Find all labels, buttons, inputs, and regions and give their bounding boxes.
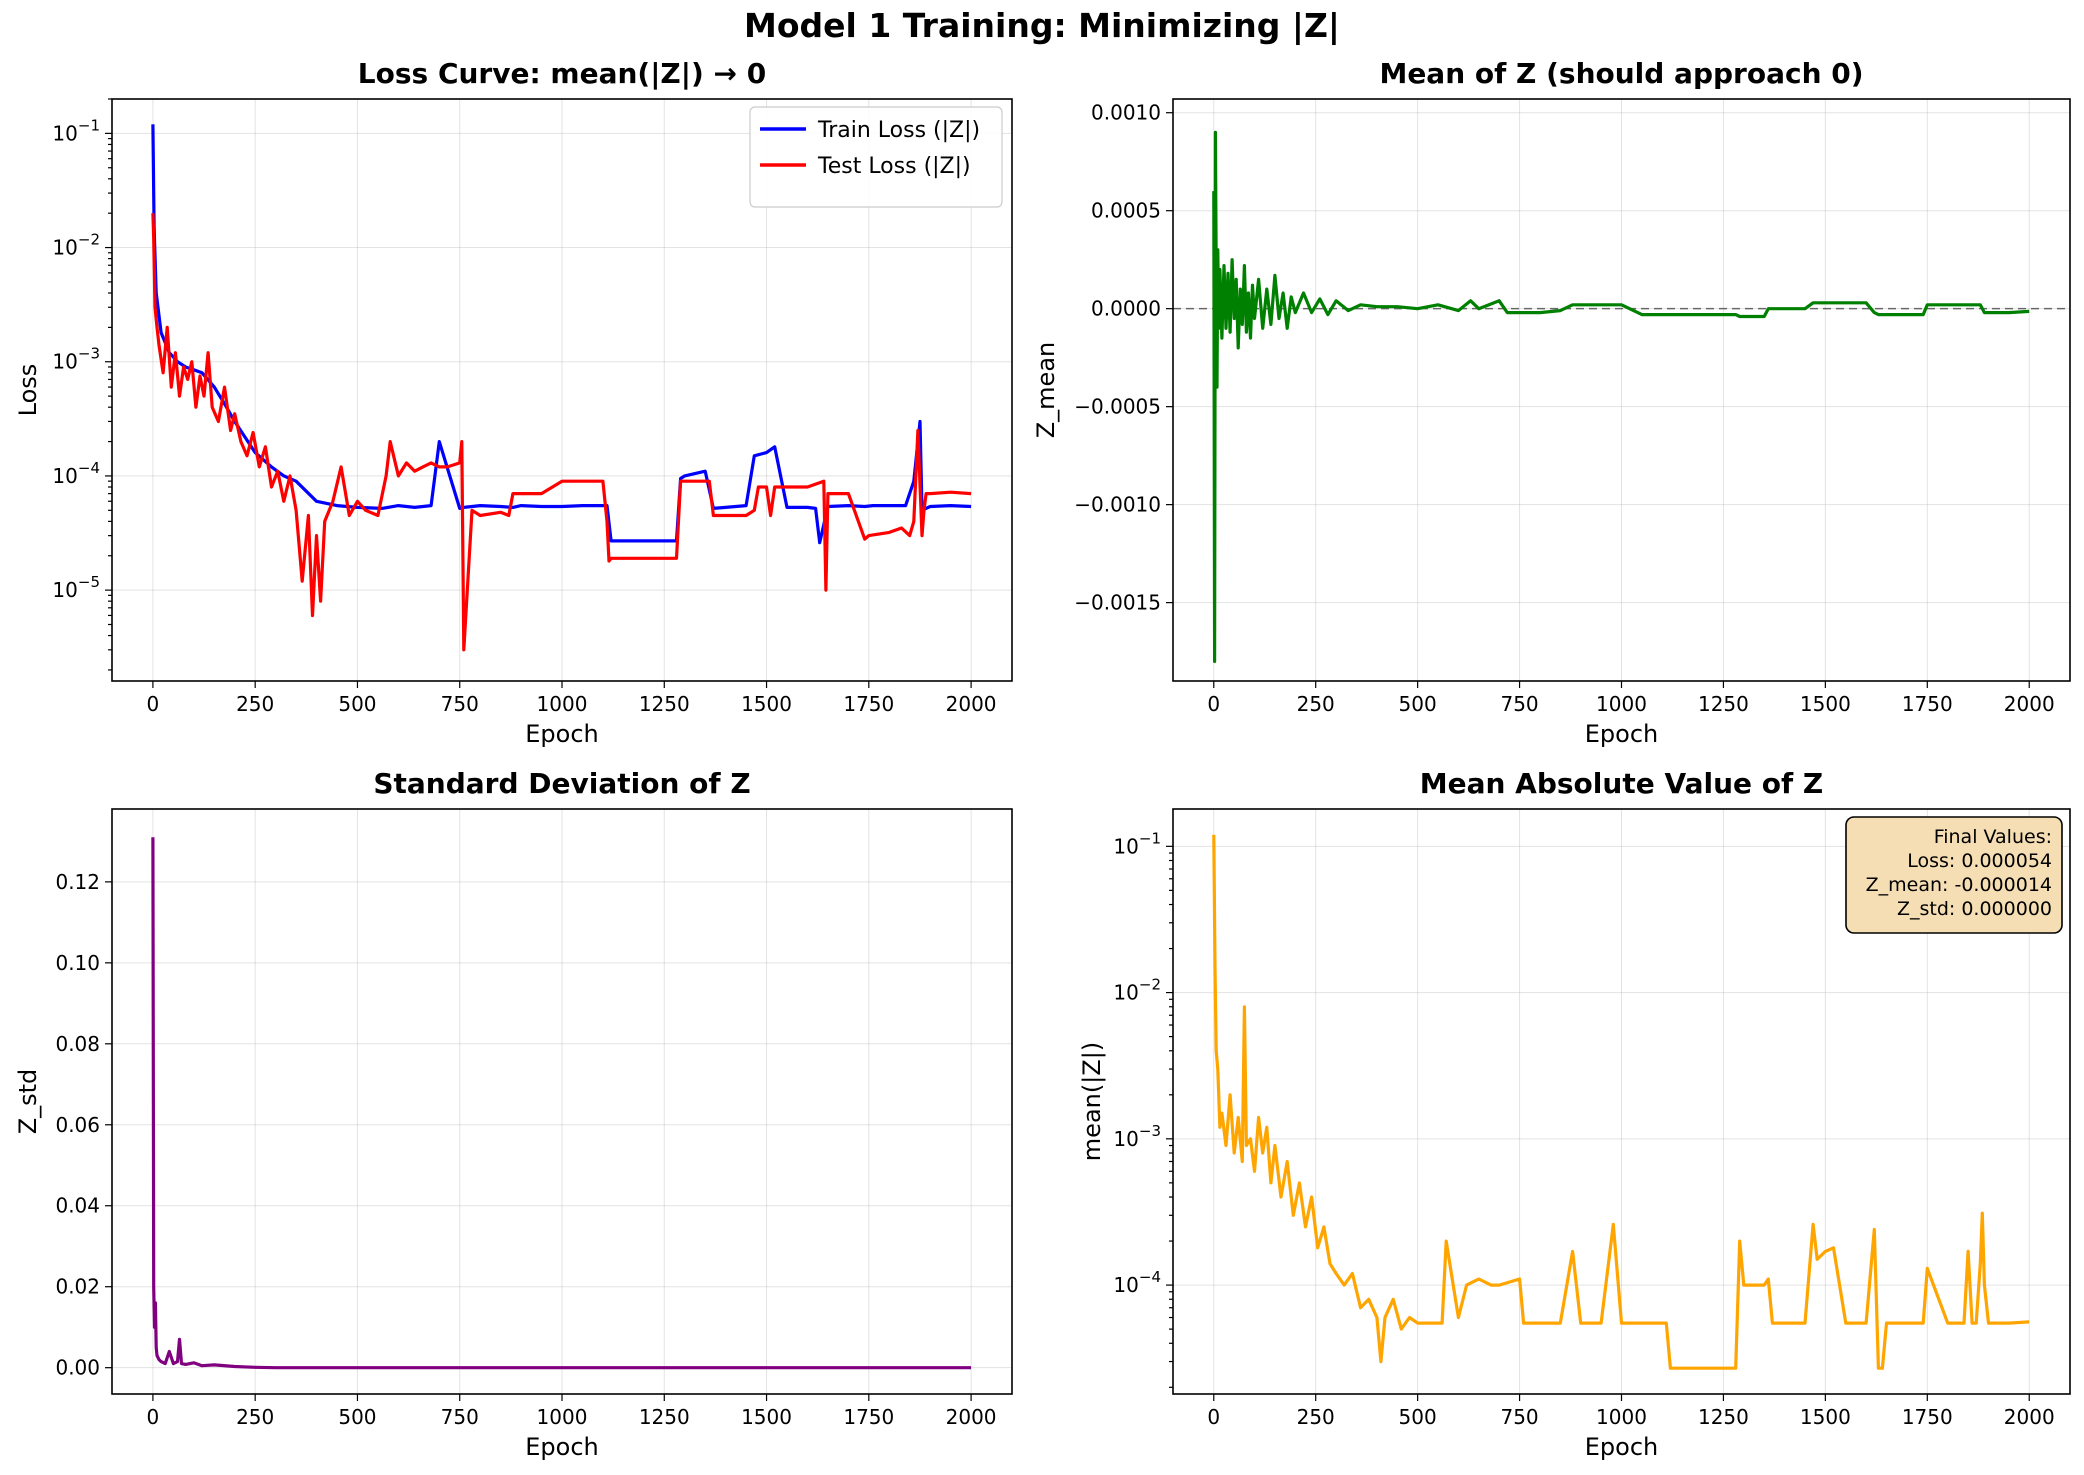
x-tick-label: 250 [1297, 692, 1335, 716]
y-tick-label: 0.08 [55, 1032, 100, 1056]
x-tick-label: 250 [1297, 1405, 1335, 1429]
y-axis-label: Z_std [14, 1069, 42, 1135]
x-axis-label: Epoch [1585, 720, 1659, 748]
y-axis-label: Z_mean [1032, 342, 1060, 439]
x-tick-label: 1250 [1698, 1405, 1749, 1429]
series-line-zmean [1212, 130, 2030, 664]
y-tick-label: 10−2 [52, 231, 100, 260]
annotation-line: Z_mean: -0.000014 [1866, 874, 2052, 896]
y-tick-label: 0.0005 [1091, 199, 1161, 223]
series-line-zabs [1212, 834, 2030, 1370]
x-tick-label: 1000 [1596, 1405, 1647, 1429]
panel-zabs: Mean Absolute Value of Z 0 250 500 750 1000 12… [1078, 767, 2071, 1461]
series-line-test [151, 213, 972, 652]
x-axis-label: Epoch [525, 720, 599, 748]
y-tick-label: −0.0005 [1074, 395, 1161, 419]
x-tick-label: 0 [1207, 1405, 1220, 1429]
panel-title: Mean Absolute Value of Z [1420, 767, 1823, 800]
x-tick-label: 0 [147, 1405, 160, 1429]
annotation-line: Final Values: [1934, 826, 2052, 848]
y-tick-label: 10−3 [1113, 1122, 1161, 1151]
x-tick-label: 1000 [537, 1405, 588, 1429]
legend: Train Loss (|Z|) Test Loss (|Z|) [749, 106, 1003, 208]
plot-frame [111, 98, 1013, 682]
panel-title: Standard Deviation of Z [373, 767, 750, 800]
panel-loss: Loss Curve: mean(|Z|) → 0 0 250 500 750 1000 1… [14, 57, 1013, 748]
y-axis-label: Loss [14, 364, 42, 417]
y-tick-label: 10−1 [52, 116, 100, 145]
annotation-line: Z_std: 0.000000 [1897, 898, 2052, 920]
y-tick-label: 0.0010 [1091, 101, 1161, 125]
series-line-zstd [151, 837, 972, 1370]
x-tick-label: 750 [441, 692, 479, 716]
y-tick-label: 0.02 [55, 1275, 100, 1299]
y-tick-label: 0.00 [55, 1356, 100, 1380]
x-tick-label: 0 [1207, 692, 1220, 716]
x-tick-label: 1500 [741, 1405, 792, 1429]
plot-frame [1172, 98, 2071, 682]
x-tick-label: 500 [1399, 1405, 1437, 1429]
y-tick-label: 0.10 [55, 951, 100, 975]
y-tick-label: 10−4 [1113, 1268, 1161, 1297]
panel-zmean: Mean of Z (should approach 0) 0 250 500 750 1… [1032, 57, 2071, 748]
x-tick-label: 1000 [537, 692, 588, 716]
x-tick-label: 1500 [741, 692, 792, 716]
x-axis-label: Epoch [525, 1433, 599, 1461]
annotation-background [1845, 816, 2063, 934]
x-tick-label: 2000 [946, 692, 997, 716]
x-tick-label: 1750 [843, 692, 894, 716]
x-tick-label: 1750 [1902, 692, 1953, 716]
x-axis-label: Epoch [1585, 1433, 1659, 1461]
y-tick-label: 0.12 [55, 870, 100, 894]
x-tick-label: 500 [338, 692, 376, 716]
figure-title: Model 1 Training: Minimizing |Z| [744, 6, 1340, 45]
x-tick-label: 2000 [2004, 1405, 2055, 1429]
y-tick-label: −0.0015 [1074, 591, 1161, 615]
x-tick-label: 1250 [1698, 692, 1749, 716]
x-tick-label: 2000 [2004, 692, 2055, 716]
x-tick-label: 500 [338, 1405, 376, 1429]
y-tick-label: 10−5 [52, 573, 100, 602]
annotation-line: Loss: 0.000054 [1907, 850, 2052, 872]
x-tick-label: 1750 [1902, 1405, 1953, 1429]
x-tick-label: 1500 [1800, 692, 1851, 716]
y-tick-label: 0.06 [55, 1113, 100, 1137]
x-tick-label: 1250 [639, 692, 690, 716]
legend-label: Test Loss (|Z|) [817, 154, 971, 179]
y-tick-label: 0.0000 [1091, 297, 1161, 321]
x-tick-label: 750 [1500, 1405, 1538, 1429]
x-tick-label: 500 [1399, 692, 1437, 716]
y-axis-label: mean(|Z|) [1078, 1042, 1106, 1161]
y-tick-label: −0.0010 [1074, 493, 1161, 517]
panel-zstd: Standard Deviation of Z 0 250 500 750 1000 125… [14, 767, 1013, 1461]
x-tick-label: 750 [441, 1405, 479, 1429]
panel-title: Mean of Z (should approach 0) [1379, 57, 1863, 90]
x-tick-label: 750 [1500, 692, 1538, 716]
x-tick-label: 250 [236, 692, 274, 716]
plot-frame [111, 808, 1013, 1395]
y-tick-label: 10−2 [1113, 976, 1161, 1005]
y-tick-label: 10−1 [1113, 829, 1161, 858]
x-tick-label: 2000 [946, 1405, 997, 1429]
x-tick-label: 0 [147, 692, 160, 716]
y-tick-label: 10−4 [52, 459, 100, 488]
x-tick-label: 250 [236, 1405, 274, 1429]
panel-title: Loss Curve: mean(|Z|) → 0 [358, 57, 766, 90]
x-tick-label: 1500 [1800, 1405, 1851, 1429]
y-tick-label: 0.04 [55, 1194, 100, 1218]
plot-frame [1172, 808, 2071, 1395]
legend-box [749, 106, 1003, 208]
x-tick-label: 1750 [843, 1405, 894, 1429]
y-tick-label: 10−3 [52, 345, 100, 374]
x-tick-label: 1000 [1596, 692, 1647, 716]
legend-label: Train Loss (|Z|) [817, 118, 980, 143]
x-tick-label: 1250 [639, 1405, 690, 1429]
